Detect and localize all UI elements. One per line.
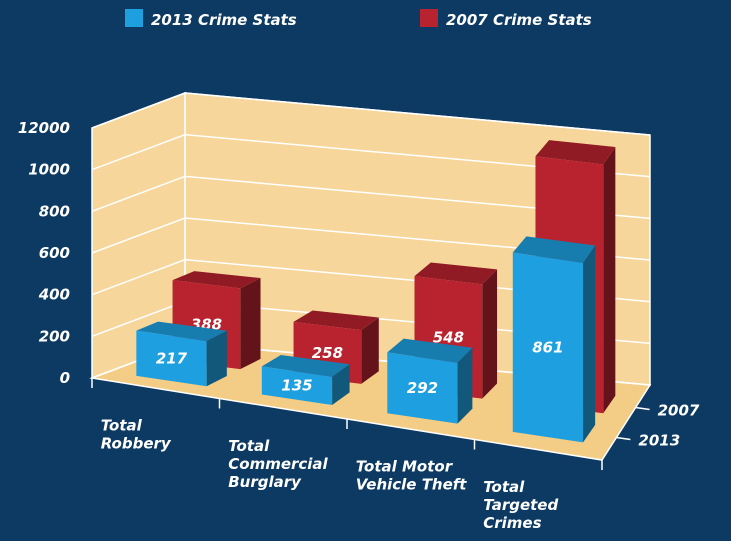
x-tick-label-line: Targeted — [483, 496, 558, 514]
bar — [387, 352, 458, 424]
depth-label: 2007 — [658, 402, 700, 420]
bar — [136, 330, 207, 387]
grid-line — [91, 175, 651, 220]
bar — [261, 366, 333, 405]
depth-tick — [616, 436, 631, 441]
bar-side — [361, 317, 379, 384]
x-tick-label-line: Total — [228, 437, 270, 455]
y-tick-label: 200 — [39, 327, 70, 345]
bar-side — [583, 245, 596, 443]
depth-tick — [635, 406, 650, 411]
bar-side — [240, 278, 261, 370]
legend-label: 2013 Crime Stats — [151, 11, 297, 29]
y-tick-label: 800 — [39, 202, 70, 220]
x-tick-label: Total Motor Vehicle Theft — [356, 457, 468, 493]
value-label: 861 — [532, 338, 563, 356]
x-tick-label: Total Targeted Crimes — [483, 478, 558, 532]
value-label: 292 — [407, 379, 438, 397]
y-tick-label: 0 — [60, 369, 70, 387]
bar-side — [482, 269, 498, 399]
x-tick-label-line: Vehicle Theft — [356, 475, 468, 493]
y-tick-label: 1000 — [28, 161, 70, 179]
bar — [512, 252, 584, 443]
x-tick-label: Total Commercial Burglary — [228, 437, 328, 491]
bar-top — [512, 236, 596, 264]
legend-label: 2007 Crime Stats — [446, 11, 592, 29]
bar-top — [172, 271, 261, 289]
depth-label: 2013 — [638, 432, 680, 450]
value-label: 258 — [312, 344, 343, 362]
x-tick-label-line: Total — [101, 416, 143, 434]
bar-top — [136, 321, 227, 342]
bar-top — [535, 140, 616, 165]
bar-top — [387, 338, 473, 363]
legend-swatch — [420, 9, 438, 27]
bar-top — [414, 262, 498, 285]
bar-side — [332, 364, 350, 405]
x-tick-label: Total Robbery — [101, 416, 172, 452]
x-tick-label-line: Total — [483, 478, 525, 496]
y-tick-label: 400 — [38, 286, 70, 304]
bar-side — [603, 147, 616, 414]
value-label: 217 — [156, 349, 188, 367]
bar-side — [206, 330, 227, 387]
value-label: 135 — [281, 377, 312, 395]
grid-line — [91, 133, 651, 178]
bar-top — [293, 310, 379, 331]
grid-line — [91, 217, 651, 261]
y-tick-label: 12000 — [18, 119, 70, 137]
x-tick-label-line: Burglary — [228, 473, 302, 491]
y-tick-label: 600 — [39, 244, 70, 262]
bar-top — [261, 355, 350, 377]
grid-line — [91, 92, 651, 136]
x-tick-label-line: Crimes — [483, 514, 541, 532]
value-label: 548 — [433, 328, 464, 346]
x-tick-label-line: Commercial — [228, 455, 328, 473]
bar-side — [457, 347, 473, 424]
x-tick-label-line: Robbery — [101, 434, 172, 452]
x-tick-label-line: Total Motor — [356, 457, 454, 475]
legend-swatch — [125, 9, 143, 27]
